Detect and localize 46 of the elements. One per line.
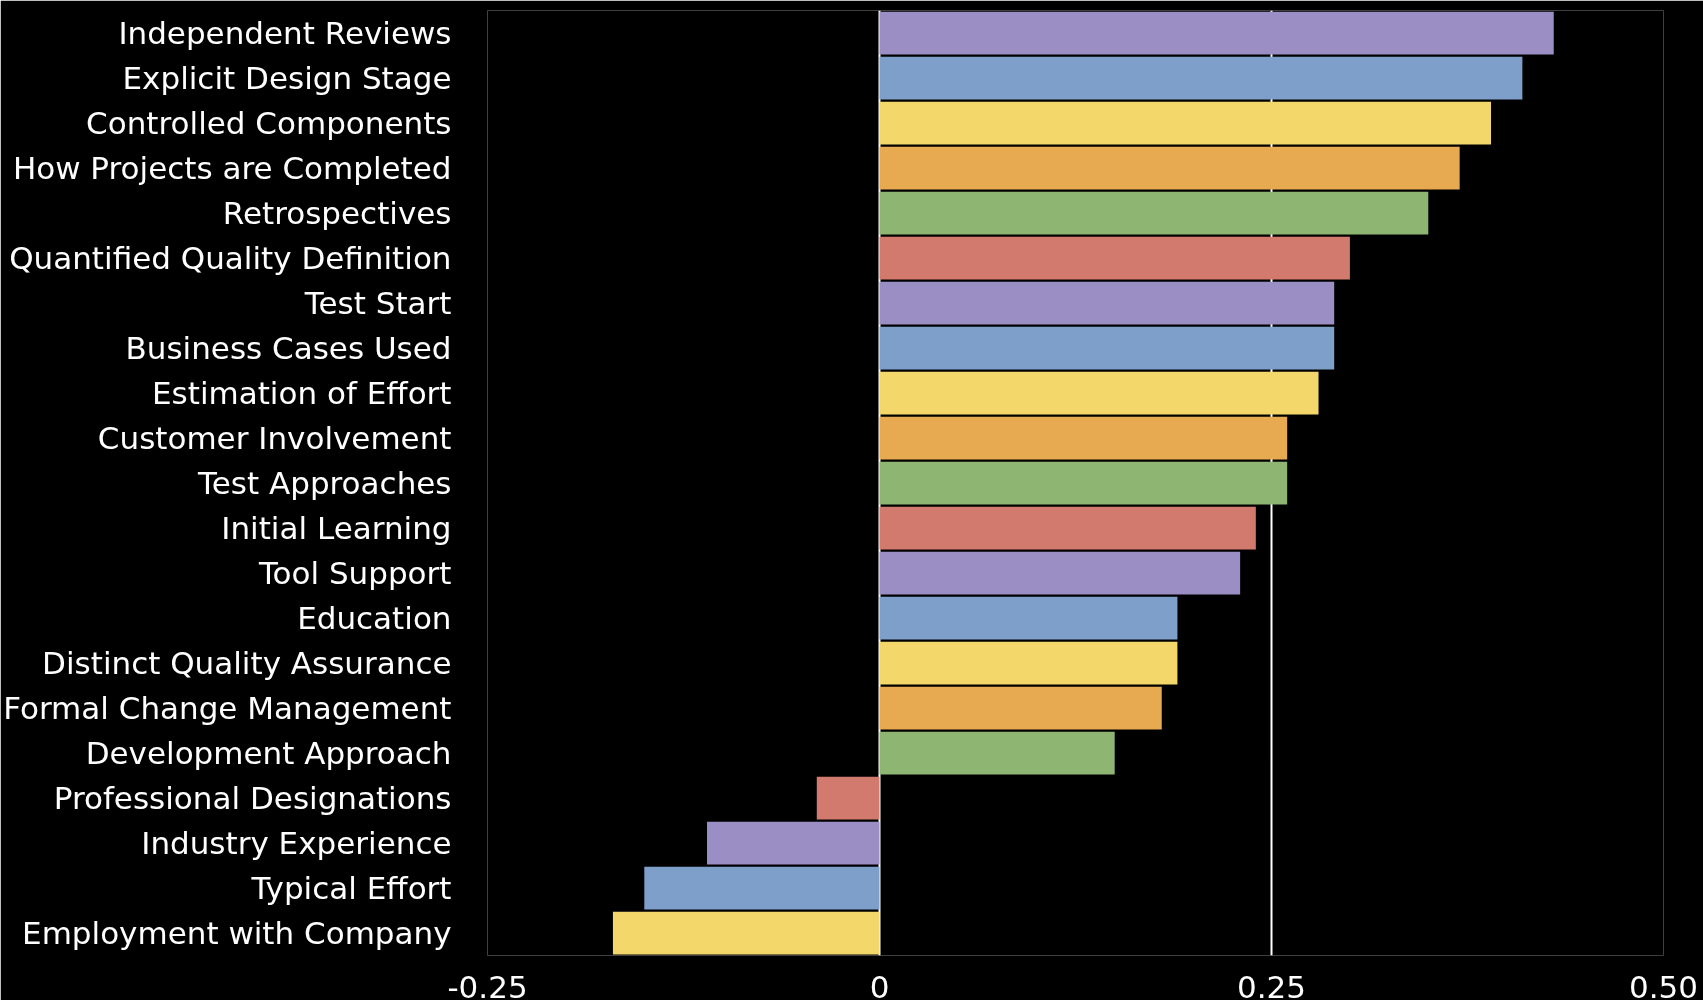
bar — [879, 11, 1554, 55]
y-tick-label: Customer Involvement — [97, 420, 452, 456]
y-tick-label: Business Cases Used — [125, 330, 452, 366]
y-tick-label: Independent Reviews — [118, 15, 452, 51]
x-tick-label: 0 — [869, 968, 890, 1000]
y-tick-label: Test Approaches — [197, 465, 452, 501]
bar — [612, 911, 880, 955]
x-tick-label: -0.25 — [447, 968, 528, 1000]
y-tick-label: Test Start — [303, 285, 452, 321]
bar — [879, 506, 1256, 550]
y-tick-label: Tool Support — [257, 555, 452, 591]
bar — [879, 371, 1319, 415]
bar — [879, 146, 1460, 190]
y-tick-label: Estimation of Effort — [152, 375, 452, 411]
y-tick-label: Quantified Quality Definition — [9, 240, 452, 276]
y-tick-label: Employment with Company — [22, 915, 452, 951]
y-tick-label: Explicit Design Stage — [122, 60, 452, 96]
bar — [879, 56, 1523, 100]
y-tick-label: Industry Experience — [141, 825, 452, 861]
bar — [879, 641, 1178, 685]
bar — [879, 326, 1335, 370]
x-tick-label: 0.50 — [1628, 968, 1699, 1000]
x-tick-label: 0.25 — [1236, 968, 1307, 1000]
bar — [879, 461, 1288, 505]
bar — [879, 416, 1288, 460]
bar — [879, 731, 1115, 775]
y-tick-label: Education — [297, 600, 452, 636]
y-tick-label: Retrospectives — [222, 195, 452, 231]
bar — [879, 281, 1335, 325]
bar — [879, 101, 1492, 145]
y-tick-label: Professional Designations — [53, 780, 452, 816]
y-tick-label: Typical Effort — [250, 870, 452, 906]
y-tick-label: Distinct Quality Assurance — [42, 645, 452, 681]
y-tick-label: Development Approach — [85, 735, 452, 771]
bar — [816, 776, 880, 820]
bar — [879, 686, 1162, 730]
bar — [879, 191, 1429, 235]
bar — [644, 866, 880, 910]
bar — [879, 551, 1241, 595]
y-tick-label: Formal Change Management — [3, 690, 452, 726]
y-tick-label: Initial Learning — [221, 510, 452, 546]
bar — [879, 596, 1178, 640]
bar — [707, 821, 880, 865]
bar — [879, 236, 1350, 280]
y-tick-label: How Projects are Completed — [12, 150, 452, 186]
y-tick-label: Controlled Components — [86, 105, 452, 141]
